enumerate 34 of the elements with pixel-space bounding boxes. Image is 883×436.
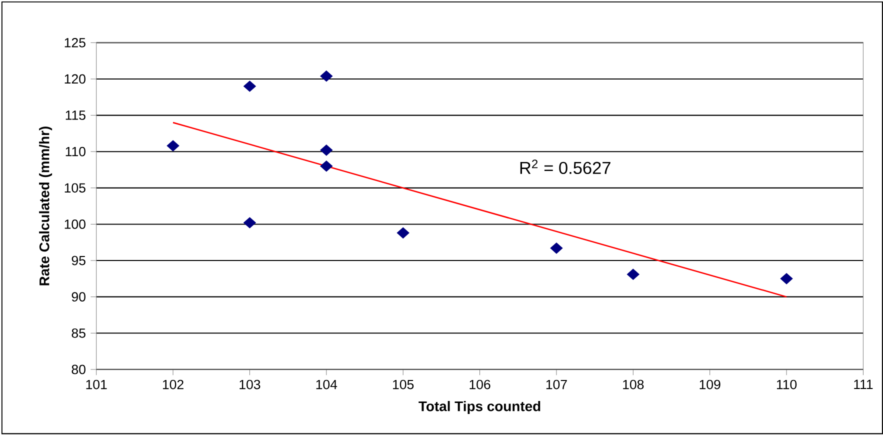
point [166,140,180,152]
x-tick-label: 111 [854,380,873,390]
point [243,217,256,229]
y-tick-label: 125 [64,38,86,48]
x-tick-label: 108 [623,380,644,390]
point [626,268,640,280]
point [320,70,333,82]
x-tick-label: 105 [393,380,414,390]
x-tick-label: 106 [470,380,490,390]
y-tick-label: 85 [72,328,86,338]
x-tick-label: 102 [162,380,184,390]
x-tick-label: 103 [240,380,260,390]
y-tick-label: 90 [72,292,86,302]
y-tick-label: 95 [72,256,86,266]
x-tick-label: 101 [86,380,107,390]
y-tick-label: 110 [66,147,86,157]
y-tick-label: 105 [64,183,86,193]
annotation: R$^{2}$ = 0.5627 [520,160,610,174]
point [550,242,563,254]
y-tick-label: 100 [64,220,86,230]
point [320,144,333,156]
point [243,80,256,92]
y-tick-label: 115 [66,110,86,120]
x-axis-title: Total Tips counted [418,401,540,414]
y-tick-label: 120 [64,74,86,84]
point [320,160,333,172]
point [780,273,793,284]
point [396,228,410,239]
y-axis-title: Rate Calculated (mm/hr) [39,126,52,286]
x-tick-label: 110 [776,380,797,390]
x-tick-label: 109 [700,380,720,390]
x-tick-label: 104 [316,380,338,390]
y-tick-label: 80 [72,364,86,374]
x-tick-label: 107 [546,380,567,390]
